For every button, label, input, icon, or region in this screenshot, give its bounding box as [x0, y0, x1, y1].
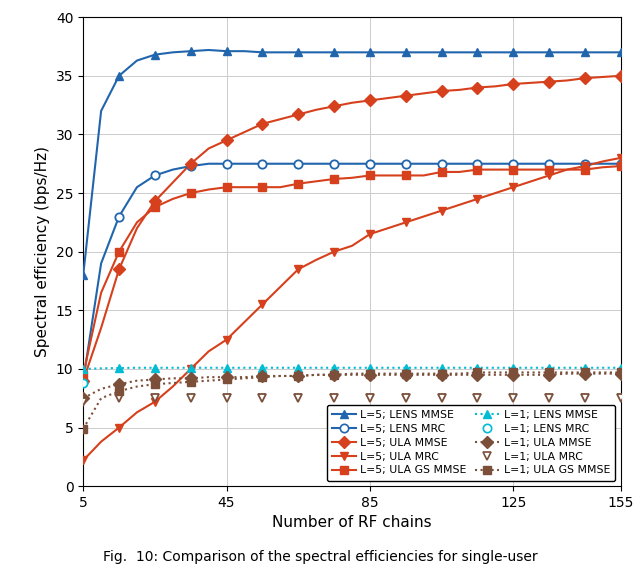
Text: Fig.  10: Comparison of the spectral efficiencies for single-user: Fig. 10: Comparison of the spectral effi… — [102, 550, 538, 563]
X-axis label: Number of RF chains: Number of RF chains — [272, 515, 432, 530]
Legend: L=5; LENS MMSE, L=5; LENS MRC, L=5; ULA MMSE, L=5; ULA MRC, L=5; ULA GS MMSE, L=: L=5; LENS MMSE, L=5; LENS MRC, L=5; ULA … — [327, 405, 616, 481]
Y-axis label: Spectral efficiency (bps/Hz): Spectral efficiency (bps/Hz) — [35, 146, 51, 357]
